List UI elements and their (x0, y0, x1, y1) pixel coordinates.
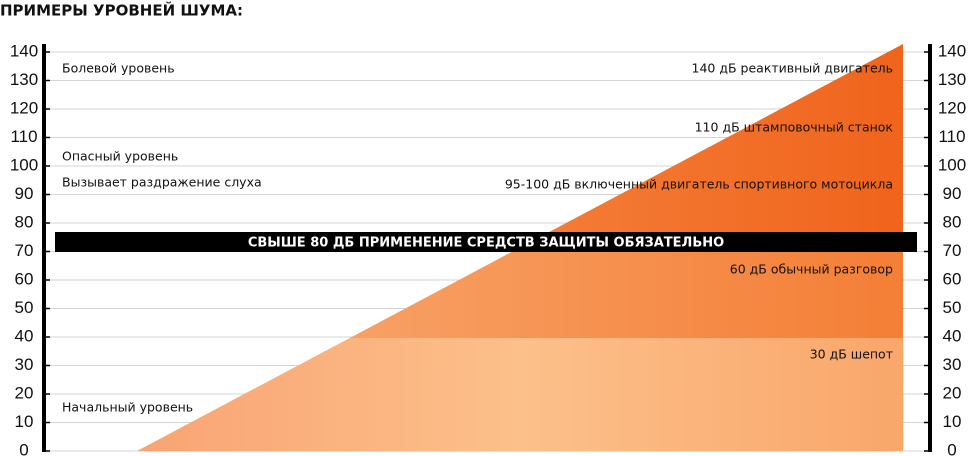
right-annotation: 95-100 дБ включенный двигатель спортивно… (505, 177, 893, 192)
y-tick-label: 100 (10, 155, 38, 174)
banner-text: СВЫШЕ 80 ДБ ПРИМЕНЕНИЕ СРЕДСТВ ЗАЩИТЫ ОБ… (248, 236, 724, 251)
zone-low (137, 338, 903, 451)
y-tick-label: 10 (15, 412, 34, 431)
left-annotation: Болевой уровень (62, 61, 175, 76)
y2-tick-label: 60 (943, 269, 962, 288)
right-annotation: 30 дБ шепот (810, 347, 893, 362)
y-tick-label: 110 (10, 127, 37, 146)
y2-tick-label: 130 (938, 70, 966, 89)
y2-tick-label: 80 (943, 212, 962, 231)
left-annotation: Вызывает раздражение слуха (62, 175, 262, 190)
y-tick-label: 120 (10, 98, 38, 117)
y-tick-label: 80 (15, 212, 34, 231)
y-tick-label: 50 (15, 298, 34, 317)
y2-tick-label: 110 (938, 127, 965, 146)
right-annotation: 140 дБ реактивный двигатель (692, 61, 893, 76)
y2-tick-label: 120 (938, 98, 966, 117)
y2-tick-label: 100 (938, 155, 966, 174)
left-annotation: Опасный уровень (62, 149, 178, 164)
banner-bg (55, 232, 917, 252)
y-tick-label: 40 (15, 326, 34, 345)
y-tick-label: 20 (15, 383, 34, 402)
chart-title: ПРИМЕРЫ УРОВНЕЙ ШУМА: (0, 1, 243, 20)
y2-tick-label: 20 (943, 383, 962, 402)
y-tick-label: 60 (15, 269, 34, 288)
y-tick-label: 30 (15, 355, 34, 374)
y-tick-label: 140 (10, 41, 38, 60)
y-tick-label: 0 (19, 440, 28, 456)
y-tick-label: 70 (15, 241, 34, 260)
y2-tick-label: 140 (938, 41, 966, 60)
y2-tick-label: 40 (943, 326, 962, 345)
y2-tick-label: 50 (943, 298, 962, 317)
y2-tick-label: 70 (943, 241, 962, 260)
right-annotation: 60 дБ обычный разговор (730, 262, 893, 277)
y-tick-label: 130 (10, 70, 38, 89)
right-annotation: 110 дБ штамповочный станок (695, 120, 894, 135)
y2-tick-label: 0 (947, 440, 956, 456)
y2-tick-label: 10 (943, 412, 962, 431)
y2-tick-label: 90 (943, 184, 962, 203)
y2-tick-label: 30 (943, 355, 962, 374)
left-annotation: Начальный уровень (62, 400, 193, 415)
y-tick-label: 90 (15, 184, 34, 203)
